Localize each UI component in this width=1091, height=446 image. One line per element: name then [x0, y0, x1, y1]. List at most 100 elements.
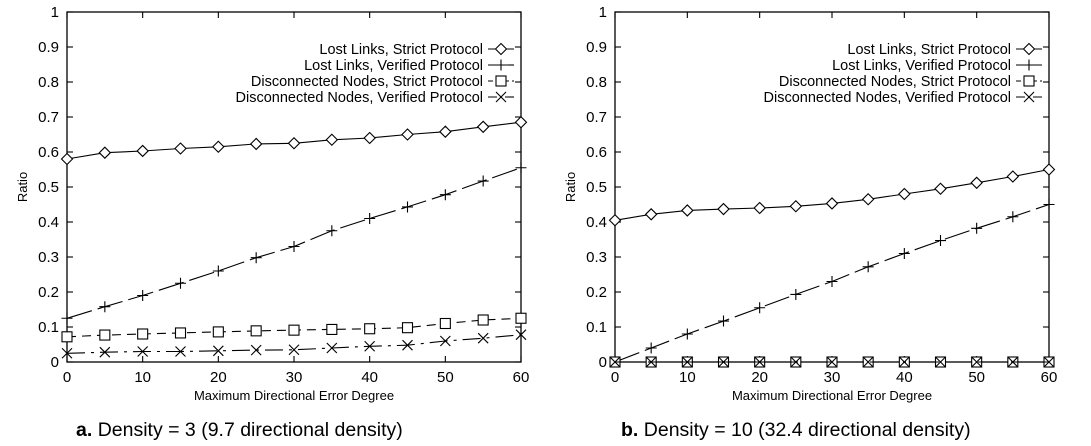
legend-label: Lost Links, Strict Protocol — [847, 42, 1011, 58]
data-point — [137, 328, 149, 340]
y-tick-label: 0 — [599, 354, 607, 371]
data-point — [971, 222, 983, 234]
data-point — [250, 325, 262, 337]
x-tick-label: 30 — [824, 369, 841, 386]
data-point — [515, 329, 527, 341]
x-tick-label: 10 — [134, 369, 151, 386]
data-point — [825, 197, 839, 210]
x-tick-label: 40 — [896, 369, 913, 386]
data-point — [515, 312, 527, 324]
data-point — [826, 276, 838, 287]
data-point — [174, 142, 187, 155]
data-point — [1007, 211, 1019, 223]
data-point — [477, 175, 489, 187]
data-point — [402, 201, 413, 213]
data-point — [439, 335, 451, 347]
data-point — [250, 344, 262, 356]
data-point — [754, 356, 766, 368]
caption-a-text: Density = 3 (9.7 directional density) — [97, 419, 403, 441]
data-point — [608, 213, 622, 227]
data-point — [717, 202, 730, 216]
data-point — [681, 204, 694, 217]
data-point — [1042, 163, 1056, 176]
caption-b-label: b. — [621, 419, 639, 441]
data-point — [326, 225, 338, 237]
series-a-2 — [61, 312, 527, 343]
data-point — [609, 356, 621, 368]
legend-swatch-marker — [495, 75, 507, 87]
series-a-0 — [60, 115, 528, 166]
data-point — [212, 345, 224, 357]
legend-label: Disconnected Nodes, Strict Protocol — [251, 74, 483, 90]
y-tick-label: 0.5 — [586, 179, 607, 196]
y-tick-label: 0.2 — [38, 284, 59, 301]
data-point — [212, 140, 225, 154]
data-point — [1006, 170, 1020, 183]
y-tick-label: 0.1 — [38, 319, 59, 336]
data-point — [99, 346, 111, 358]
data-point — [288, 324, 300, 336]
data-point — [364, 323, 376, 335]
data-point — [934, 182, 947, 196]
data-point — [61, 312, 73, 324]
data-point — [826, 356, 838, 368]
x-tick-label: 20 — [210, 369, 227, 386]
legend-swatch-marker — [1023, 59, 1035, 71]
data-point — [326, 323, 338, 336]
data-point — [61, 347, 73, 359]
data-point — [364, 340, 376, 352]
series-b-3 — [609, 356, 1055, 368]
data-point — [364, 213, 376, 224]
data-point — [753, 201, 766, 215]
data-point — [99, 329, 111, 341]
data-point — [136, 144, 149, 158]
data-point — [970, 176, 983, 190]
data-point — [790, 356, 802, 368]
legend-label: Disconnected Nodes, Verified Protocol — [764, 90, 1011, 106]
data-point — [644, 208, 658, 221]
data-point — [137, 346, 149, 357]
y-tick-label: 0.6 — [38, 144, 59, 161]
legend-swatch-marker — [494, 42, 508, 56]
data-point — [212, 326, 224, 338]
y-tick-label: 0.9 — [38, 39, 59, 56]
legend-label: Lost Links, Verified Protocol — [304, 58, 483, 74]
data-point — [935, 235, 946, 247]
chart-panel-b: 0 0.1 0.2 0.3 0.4 0.5 0.6 0.7 0.8 0.9 1 0 10 20 30 40 50… — [545, 0, 1091, 446]
x-tick-label: 40 — [361, 369, 378, 386]
y-tick-label: 0.7 — [586, 109, 607, 126]
data-point — [439, 125, 452, 138]
data-point — [718, 356, 729, 368]
y-tick-label: 0.1 — [586, 319, 607, 336]
y-tick-label: 0.9 — [586, 39, 607, 56]
data-point — [439, 189, 451, 201]
x-tick-label: 50 — [437, 369, 454, 386]
x-tick-label: 60 — [513, 369, 530, 386]
x-axis-title: Maximum Directional Error Degree — [732, 388, 932, 403]
y-tick-label: 0.7 — [38, 109, 59, 126]
series-b-0 — [608, 163, 1056, 227]
data-point — [288, 344, 300, 356]
series-a-3 — [61, 329, 527, 359]
data-point — [326, 342, 338, 354]
data-point — [325, 133, 339, 147]
data-point — [861, 192, 875, 206]
y-tick-label: 0.8 — [38, 74, 59, 91]
x-tick-label: 50 — [968, 369, 985, 386]
x-tick-label: 60 — [1041, 369, 1058, 386]
y-tick-label: 1 — [599, 4, 607, 21]
legend-swatch-marker — [1023, 91, 1035, 103]
data-point — [250, 252, 262, 264]
legend-swatch-marker — [1023, 75, 1035, 87]
data-point — [401, 128, 414, 141]
data-point — [1007, 356, 1019, 368]
x-tick-label: 10 — [679, 369, 696, 386]
data-point — [212, 265, 224, 277]
data-point — [60, 152, 74, 166]
data-point — [645, 342, 657, 354]
x-tick-label: 0 — [63, 369, 71, 386]
data-point — [175, 346, 186, 357]
y-axis-title: Ratio — [15, 172, 30, 202]
data-point — [439, 317, 451, 330]
